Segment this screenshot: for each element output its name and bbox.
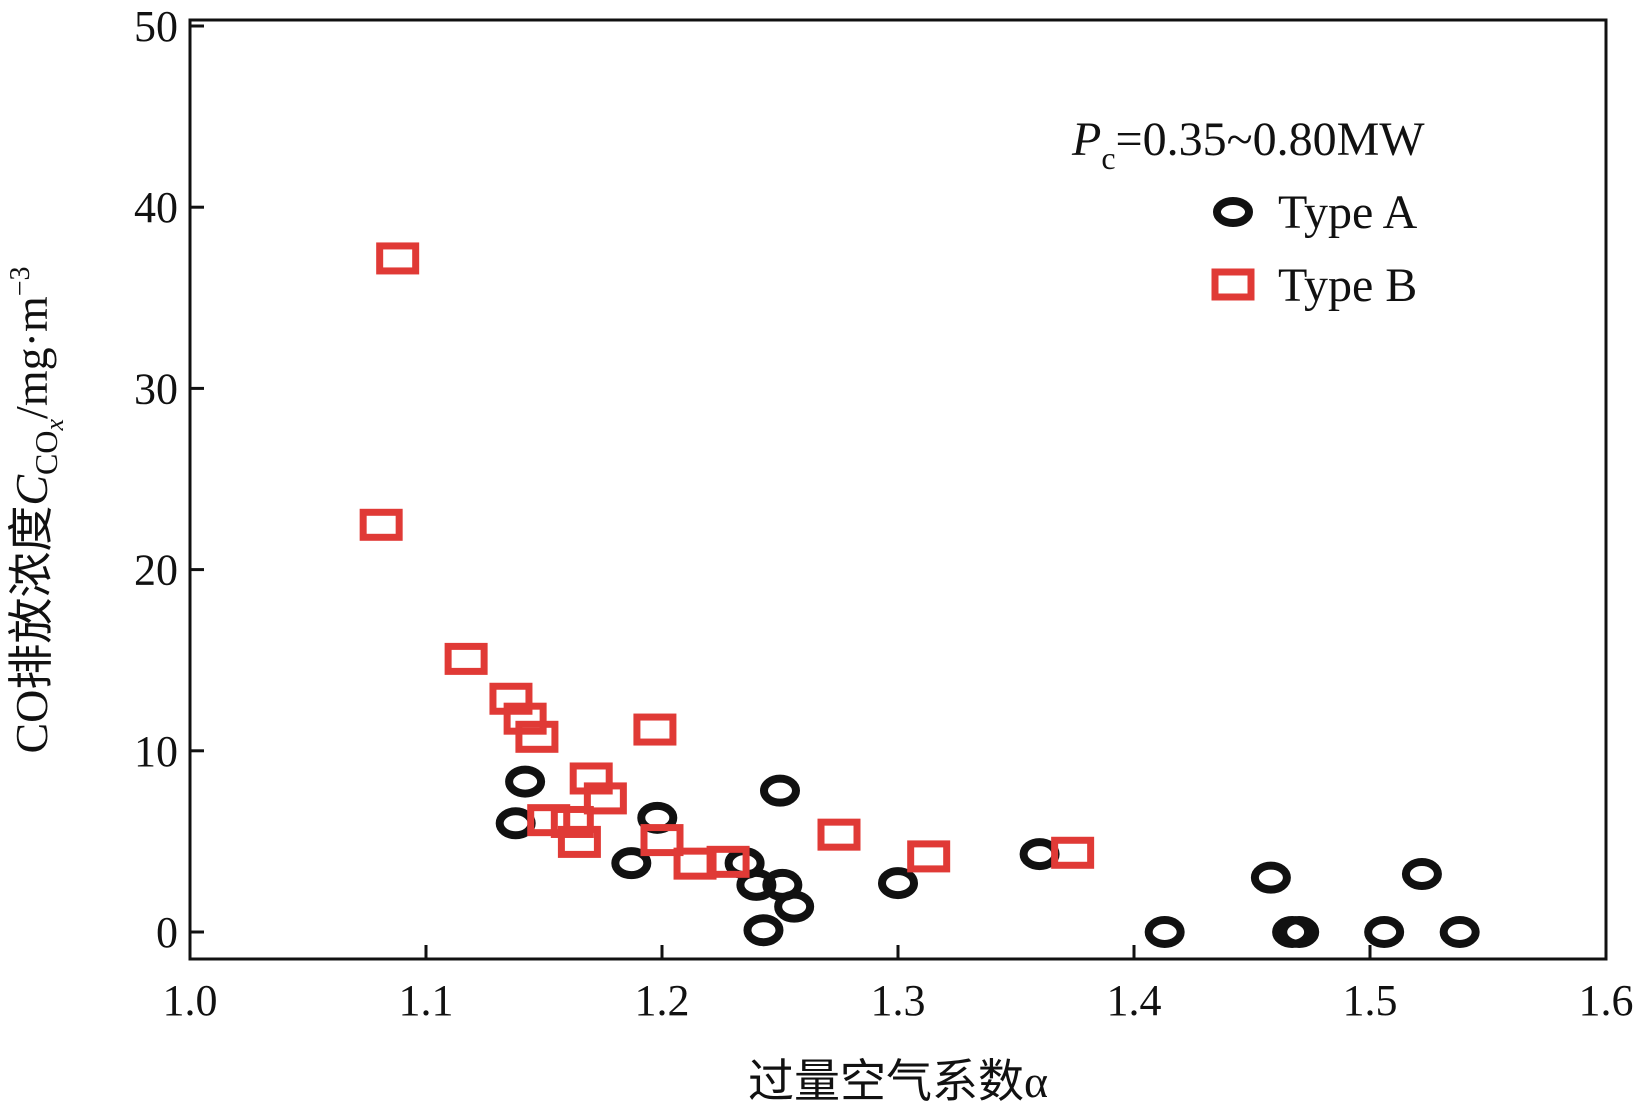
data-point-type-a [1019, 838, 1060, 871]
data-point-type-a [1279, 916, 1320, 948]
data-point-type-b [444, 642, 488, 675]
condition-annotation: Pc=0.35~0.80MW [1071, 113, 1425, 176]
data-point-type-b [557, 825, 601, 858]
x-tick-label: 1.2 [635, 976, 690, 1025]
y-axis-title-unit: /mg·m [6, 296, 57, 419]
x-axis-title: 过量空气系数α [748, 1056, 1048, 1107]
data-point-type-a [1401, 858, 1442, 891]
legend-marker-type-a [1213, 197, 1253, 227]
data-point-type-a [878, 867, 918, 900]
data-point-type-b [706, 845, 750, 878]
y-axis-title: CO排放浓度CCOx/mg·m−3 [5, 266, 69, 753]
y-tick-label: 30 [134, 364, 178, 413]
data-point-type-a [743, 914, 784, 947]
data-point-type-b [503, 702, 547, 735]
y-axis: 0 10 20 30 40 50 [134, 2, 204, 957]
x-tick-label: 1.0 [163, 976, 218, 1025]
legend-label-type-a: Type A [1278, 186, 1418, 239]
legend: Type A Type B [1211, 186, 1418, 312]
y-axis-title-sub-main: CO [28, 430, 64, 474]
data-point-type-b [515, 720, 559, 753]
y-tick-label: 10 [134, 727, 178, 776]
data-point-type-a [774, 890, 815, 923]
y-tick-label: 20 [134, 546, 178, 595]
data-point-type-b [633, 713, 677, 746]
data-points [359, 242, 1480, 948]
data-point-type-b [527, 804, 571, 837]
x-tick-label: 1.5 [1343, 976, 1398, 1025]
data-point-type-a [1250, 861, 1291, 894]
data-point-type-b [359, 508, 403, 541]
data-point-type-a [505, 765, 546, 798]
data-point-type-b [1051, 836, 1095, 869]
data-point-type-b [376, 242, 420, 275]
data-point-type-a [736, 868, 777, 901]
data-point-type-b [640, 824, 684, 857]
data-point-type-a [1144, 916, 1185, 948]
x-tick-label: 1.6 [1579, 976, 1634, 1025]
data-point-type-a [1364, 916, 1405, 948]
data-point-type-b [817, 818, 861, 851]
y-axis-title-unit-exp: −3 [5, 266, 36, 296]
data-point-type-a [495, 807, 536, 840]
x-axis: 1.0 1.1 1.2 1.3 1.4 1.5 1.6 [163, 945, 1634, 1025]
x-tick-label: 1.1 [399, 976, 454, 1025]
data-point-type-b [550, 805, 594, 838]
data-point-type-b [907, 840, 951, 873]
data-point-type-a [760, 774, 800, 807]
legend-marker-type-b [1211, 268, 1255, 301]
y-axis-title-sub-x: x [40, 418, 69, 431]
y-tick-label: 40 [134, 183, 178, 232]
condition-subscript: c [1101, 140, 1115, 176]
data-point-type-b [569, 762, 613, 795]
y-axis-title-prefix: CO排放浓度 [6, 506, 57, 754]
condition-value: =0.35~0.80MW [1116, 113, 1426, 166]
x-tick-label: 1.4 [1107, 976, 1162, 1025]
x-tick-label: 1.3 [871, 976, 926, 1025]
data-point-type-a [611, 847, 652, 880]
data-point-type-b [583, 782, 627, 815]
data-point-type-a [1439, 916, 1480, 948]
condition-symbol: P [1071, 113, 1101, 166]
y-tick-label: 0 [156, 908, 178, 957]
legend-label-type-b: Type B [1278, 259, 1417, 312]
data-point-type-b [489, 682, 533, 715]
y-tick-label: 50 [134, 2, 178, 51]
y-axis-title-symbol: C [6, 474, 57, 506]
